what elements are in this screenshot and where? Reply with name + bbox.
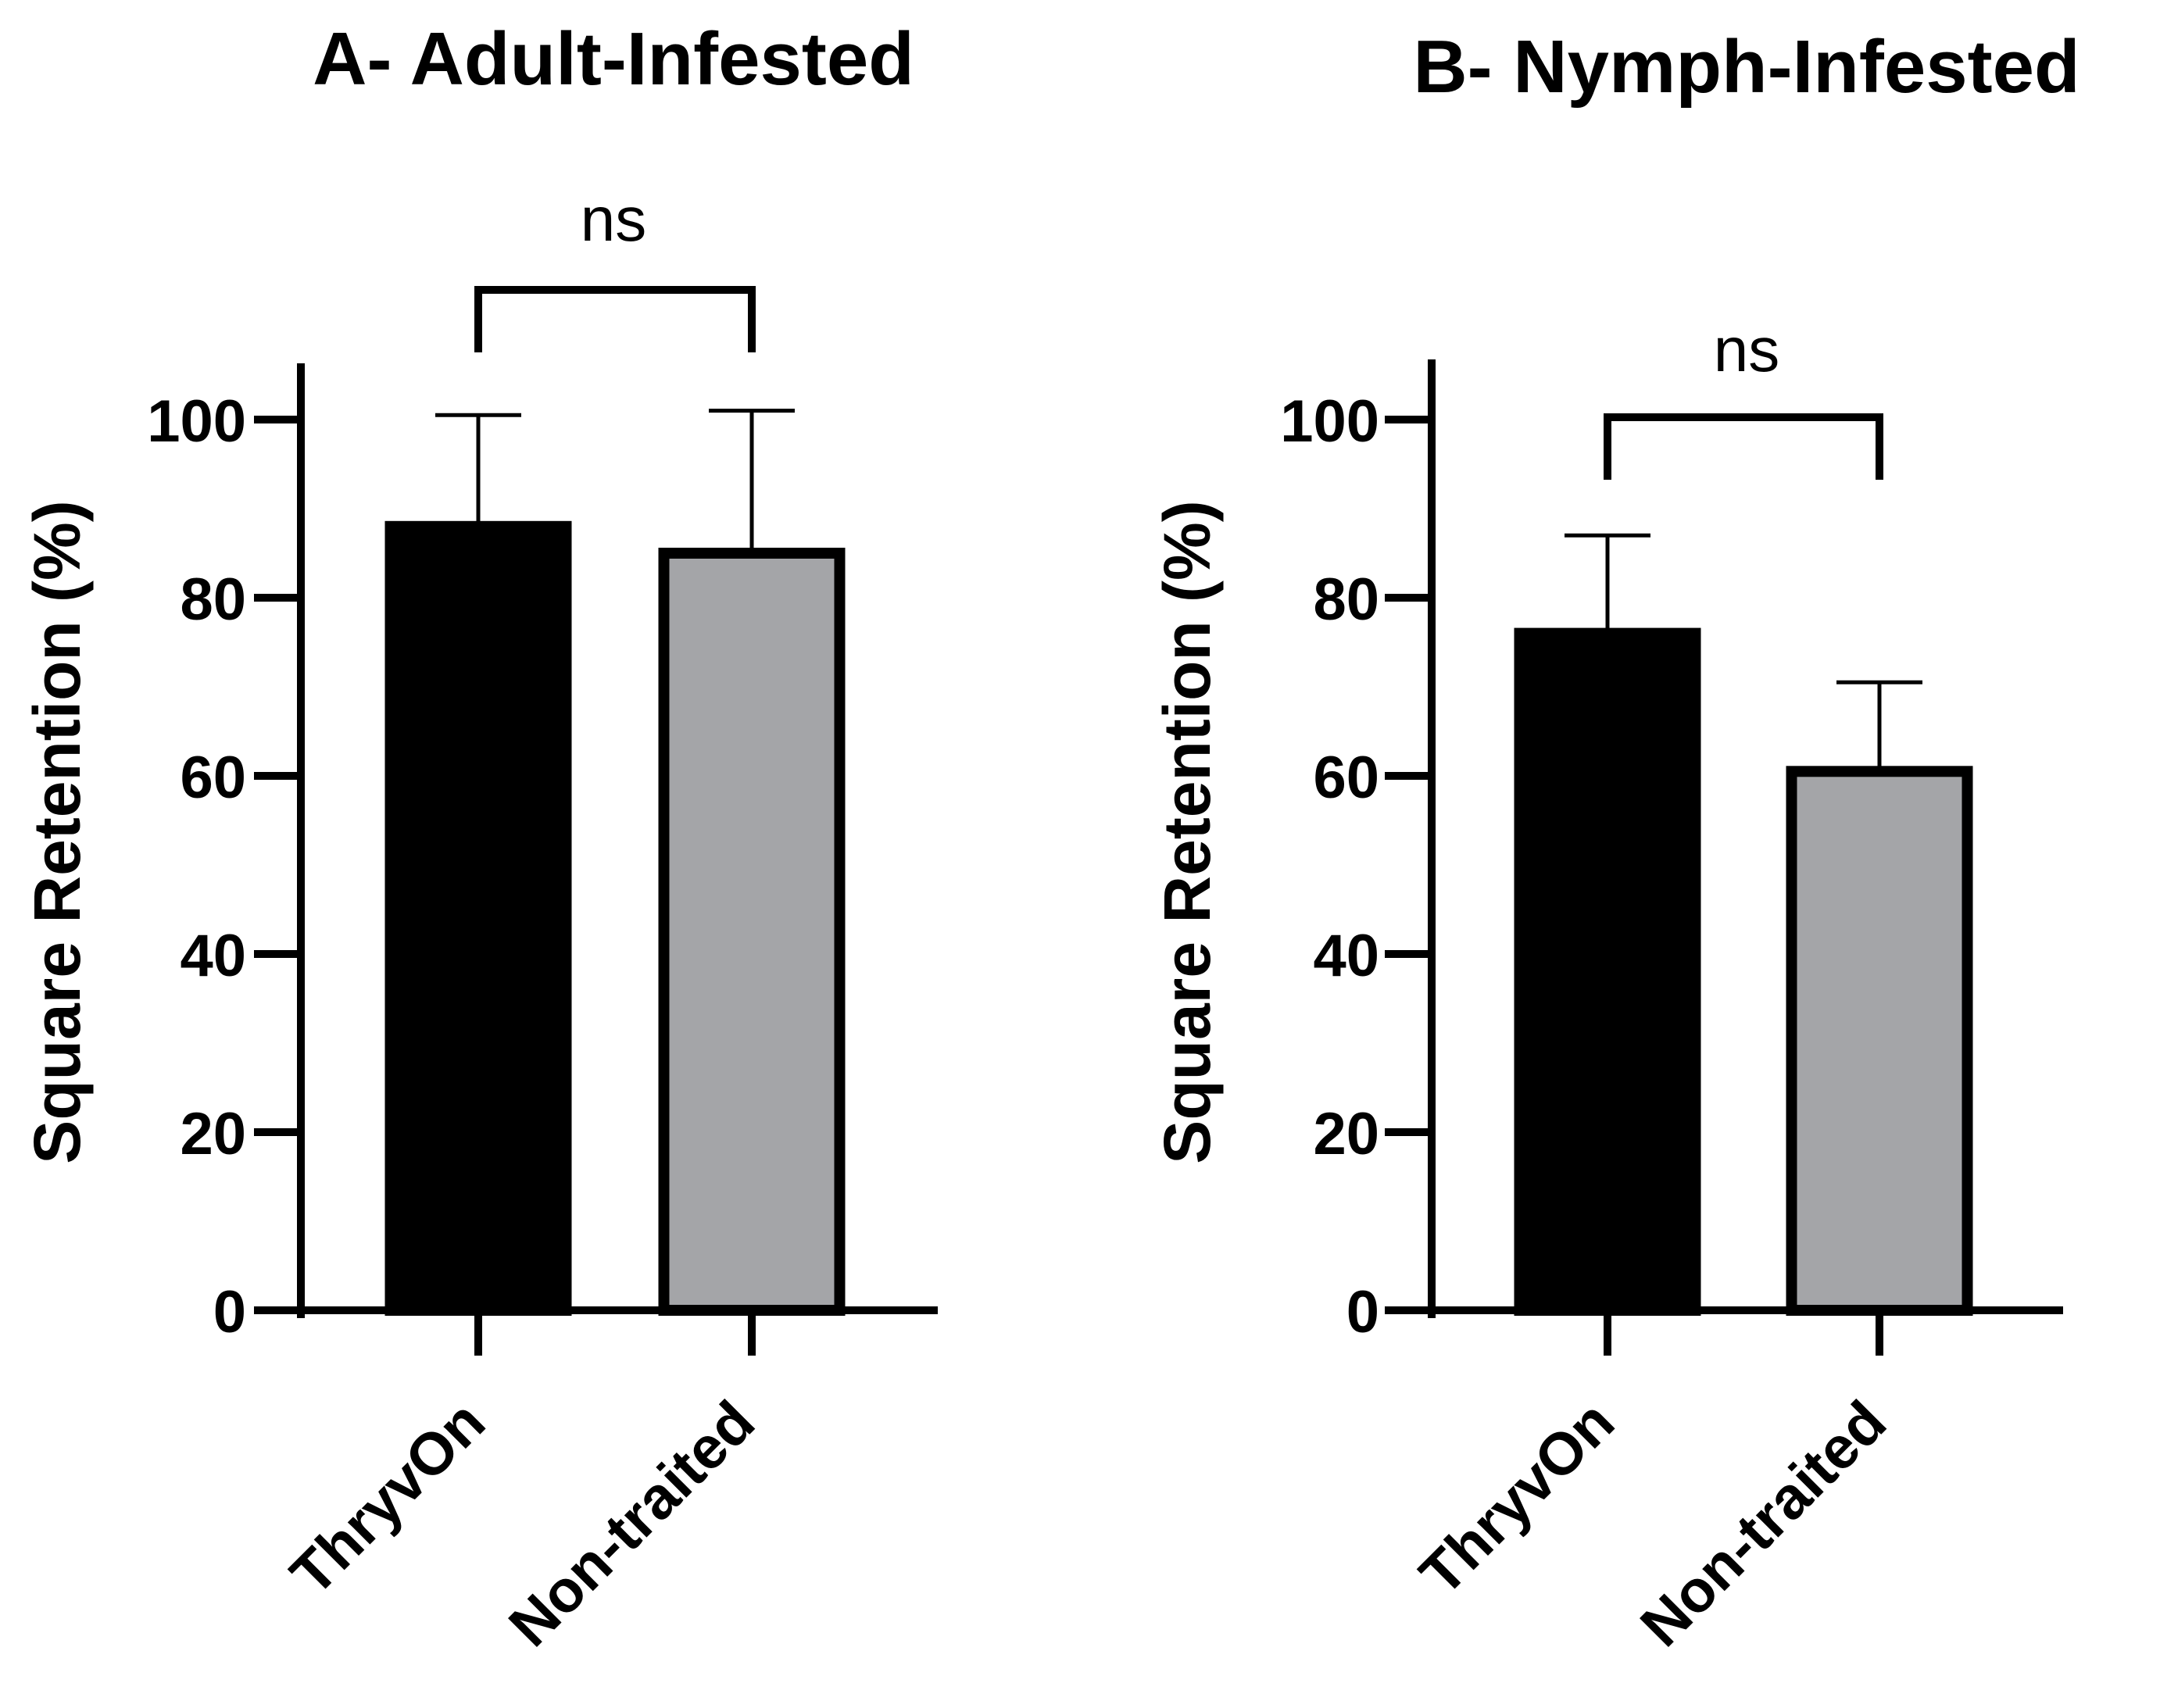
panel-a-ytick-label: 40 <box>180 923 246 989</box>
panel-a-ytick-label: 80 <box>180 566 246 633</box>
panel-a-category-label: Non-traited <box>496 1388 767 1660</box>
panel-b-category-label: ThryvOn <box>1407 1388 1627 1608</box>
panel-b-ytick-label: 100 <box>1280 388 1379 455</box>
panel-b-significance-label: ns <box>1714 315 1780 384</box>
panel-b-ytick-label: 20 <box>1313 1101 1379 1167</box>
panel-b-y-axis-label: Square Retention (%) <box>1150 500 1224 1163</box>
panel-b: B- Nymph-Infested Square Retention (%) 0… <box>1150 25 2080 1660</box>
panel-a-y-axis-label: Square Retention (%) <box>20 500 94 1163</box>
panel-b-category-label: Non-traited <box>1628 1388 1899 1660</box>
panel-b-ytick-label: 60 <box>1313 745 1379 811</box>
panel-a-bar-1 <box>384 520 572 1316</box>
panel-b-ytick-label: 40 <box>1313 923 1379 989</box>
panel-a-ytick-label: 0 <box>213 1279 246 1345</box>
panel-a-ytick-label: 20 <box>180 1101 246 1167</box>
panel-b-bar-2 <box>1786 766 1973 1316</box>
panel-b-significance-bracket <box>1604 413 1883 480</box>
panel-b-title: B- Nymph-Infested <box>1413 25 2080 109</box>
panel-a-significance-bracket <box>474 286 756 352</box>
panel-a-significance-label: ns <box>581 184 647 254</box>
panel-a-bar-2 <box>658 548 846 1316</box>
panel-b-ytick-label: 80 <box>1313 566 1379 633</box>
panel-a-ytick-label: 60 <box>180 745 246 811</box>
panel-a: A- Adult-Infested Square Retention (%) 0… <box>20 17 938 1660</box>
panel-a-category-label: ThryvOn <box>278 1388 498 1608</box>
panel-a-ytick-label: 100 <box>147 388 246 455</box>
panel-a-title: A- Adult-Infested <box>313 17 914 101</box>
panel-b-ytick-label: 0 <box>1346 1279 1379 1345</box>
panel-b-bar-1 <box>1514 627 1701 1316</box>
